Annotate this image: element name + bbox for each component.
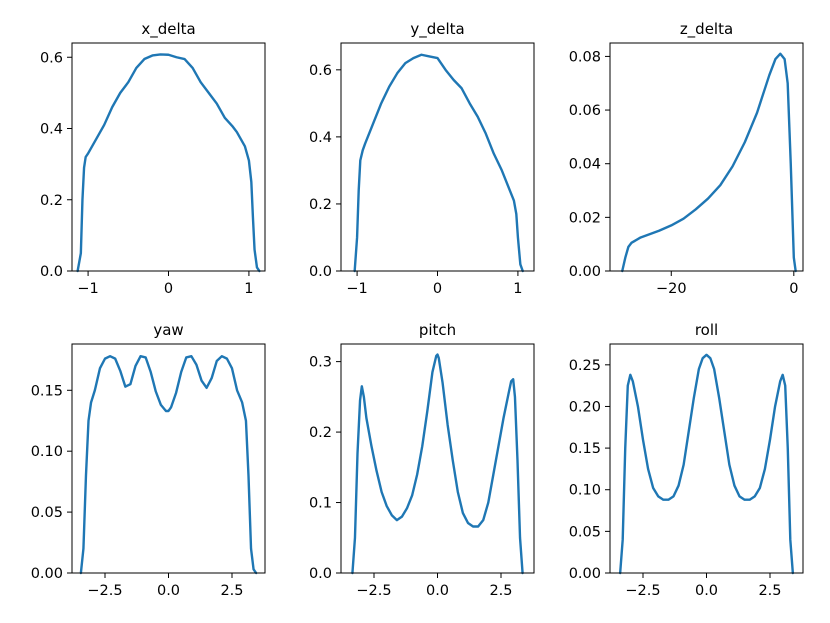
x-tick-label: −2.5 <box>87 583 122 599</box>
subplot-title: y_delta <box>410 20 464 39</box>
x-tick-label: 0.0 <box>426 583 449 599</box>
subplot-title: z_delta <box>680 20 733 39</box>
subplot-pitch: pitch −2.5 0.0 2.5 0.0 0.1 0.2 0.3 <box>309 321 535 599</box>
y-tick-label: 0.04 <box>569 157 601 173</box>
x-tick-label: 1 <box>244 281 253 297</box>
axes-frame <box>340 343 535 574</box>
axes-frame <box>340 42 535 272</box>
x-tick-label: 1 <box>513 281 522 297</box>
density-curve <box>351 353 524 575</box>
x-tick-label: 2.5 <box>489 583 512 599</box>
subplot-title: roll <box>695 321 718 339</box>
y-tick-label: 0.20 <box>569 399 601 415</box>
subplot-yaw: yaw −2.5 0.0 2.5 0.00 0.05 0.10 0.15 <box>31 321 266 599</box>
y-tick-label: 0.10 <box>569 483 601 499</box>
y-tick-label: 0.05 <box>569 524 601 540</box>
density-curve <box>353 53 524 273</box>
y-tick-label: 0.05 <box>31 505 63 521</box>
y-tick-label: 0.00 <box>31 566 63 582</box>
y-tick-label: 0.2 <box>40 193 63 209</box>
y-tick-label: 0.00 <box>569 264 601 280</box>
x-tick-label: 0 <box>789 281 798 297</box>
y-tick-label: 0.6 <box>309 63 332 79</box>
x-tick-label: −20 <box>656 281 687 297</box>
x-tick-label: −1 <box>346 281 367 297</box>
subplot-x_delta: x_delta −1 0 1 0.0 0.2 0.4 0.6 <box>40 20 266 297</box>
y-tick-label: 0.1 <box>309 496 332 512</box>
x-tick-label: 0 <box>164 281 173 297</box>
axes-frame <box>609 343 804 574</box>
axes-frame <box>71 343 266 574</box>
x-tick-label: −1 <box>77 281 98 297</box>
y-tick-label: 0.06 <box>569 103 601 119</box>
x-tick-label: 2.5 <box>220 583 243 599</box>
subplot-title: pitch <box>419 321 456 339</box>
x-tick-label: 2.5 <box>758 583 781 599</box>
x-tick-label: 0.0 <box>695 583 718 599</box>
x-tick-label: −2.5 <box>356 583 391 599</box>
y-tick-label: 0.4 <box>309 130 332 146</box>
y-tick-label: 0.02 <box>569 210 601 226</box>
subplot-y_delta: y_delta −1 0 1 0.0 0.2 0.4 0.6 <box>309 20 535 297</box>
y-tick-label: 0.08 <box>569 49 601 65</box>
y-tick-label: 0.00 <box>569 566 601 582</box>
y-tick-label: 0.25 <box>569 358 601 374</box>
y-tick-label: 0.10 <box>31 444 63 460</box>
density-curve <box>618 353 795 575</box>
y-tick-label: 0.2 <box>309 425 332 441</box>
density-curve <box>621 52 797 273</box>
y-tick-label: 0.2 <box>309 197 332 213</box>
y-tick-label: 0.3 <box>309 355 332 371</box>
subplot-title: yaw <box>153 321 183 339</box>
y-tick-label: 0.0 <box>40 264 63 280</box>
density-curve <box>79 354 258 575</box>
x-tick-label: 0 <box>433 281 442 297</box>
y-tick-label: 0.0 <box>309 566 332 582</box>
x-tick-label: −2.5 <box>625 583 660 599</box>
y-tick-label: 0.15 <box>31 383 63 399</box>
y-tick-label: 0.0 <box>309 264 332 280</box>
y-tick-label: 0.4 <box>40 122 63 138</box>
y-tick-label: 0.6 <box>40 50 63 66</box>
x-tick-label: 0.0 <box>157 583 180 599</box>
subplot-title: x_delta <box>141 20 195 39</box>
y-tick-label: 0.15 <box>569 441 601 457</box>
axes-frame <box>609 42 804 272</box>
subplot-z_delta: z_delta −20 0 0.00 0.02 0.04 0.06 0.08 <box>569 20 804 297</box>
subplot-roll: roll −2.5 0.0 2.5 0.00 0.05 0.10 0.15 0.20 0.25 <box>569 321 804 599</box>
density-curve <box>76 53 261 273</box>
axes-frame <box>71 42 266 272</box>
